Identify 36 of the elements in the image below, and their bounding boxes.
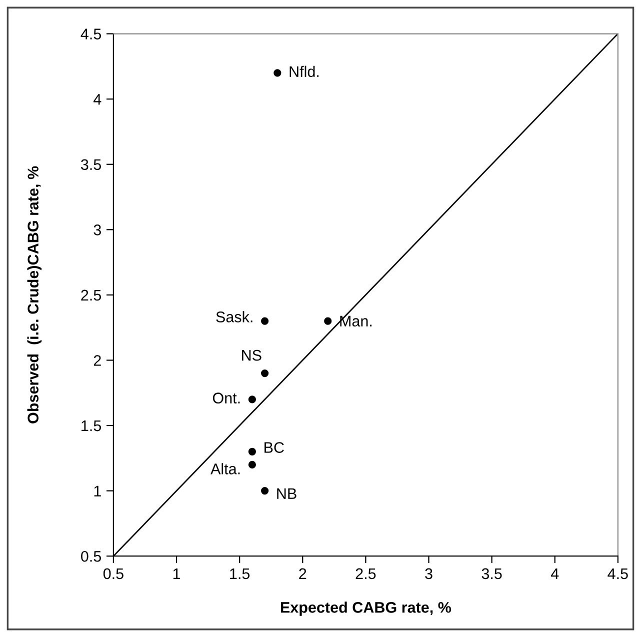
annotation: Sask. (216, 311, 252, 322)
x-tick-label: 0.5 (103, 568, 124, 580)
x-tick-label: 2 (299, 568, 306, 579)
y-tick-label: 0.5 (81, 550, 102, 562)
y-tick-label: 3 (94, 224, 101, 236)
y-tick-label: 4 (94, 94, 102, 105)
x-tick-label: 4.5 (608, 568, 628, 580)
x-axis-title: Expected CABG rate, % (280, 602, 452, 616)
annotation: Man. (340, 316, 372, 327)
point (260, 486, 269, 495)
y-tick-label: 1.5 (82, 420, 102, 432)
point (248, 448, 256, 456)
x-tick-label: 1 (173, 568, 180, 579)
x-tick-label: 3 (425, 568, 432, 580)
x-tick-label: 3.5 (482, 568, 502, 580)
y-axis-title: Observed (i.e. Crude)CABG rate, % (27, 166, 42, 424)
point (248, 460, 256, 469)
annotation: BC (264, 442, 284, 453)
annotation: NS (242, 350, 262, 361)
annotation: Alta. (210, 463, 240, 474)
x-tick-label: 1.5 (230, 568, 250, 580)
point (260, 317, 269, 325)
y-tick-label: 3.5 (81, 159, 102, 170)
annotation: NB (277, 488, 296, 499)
annotation: Nfld. (290, 66, 319, 78)
y-tick-label: 1 (94, 486, 101, 496)
point (274, 69, 282, 77)
annotation: Ont. (212, 392, 240, 404)
y-tick-label: 2.5 (81, 290, 102, 301)
x-tick-label: 2.5 (356, 568, 376, 580)
y-tick-label: 2 (94, 355, 101, 366)
x-tick-label: 4 (550, 568, 559, 579)
point (260, 369, 269, 378)
point (324, 317, 332, 325)
point (248, 396, 256, 404)
y-tick-label: 4.5 (80, 28, 102, 40)
